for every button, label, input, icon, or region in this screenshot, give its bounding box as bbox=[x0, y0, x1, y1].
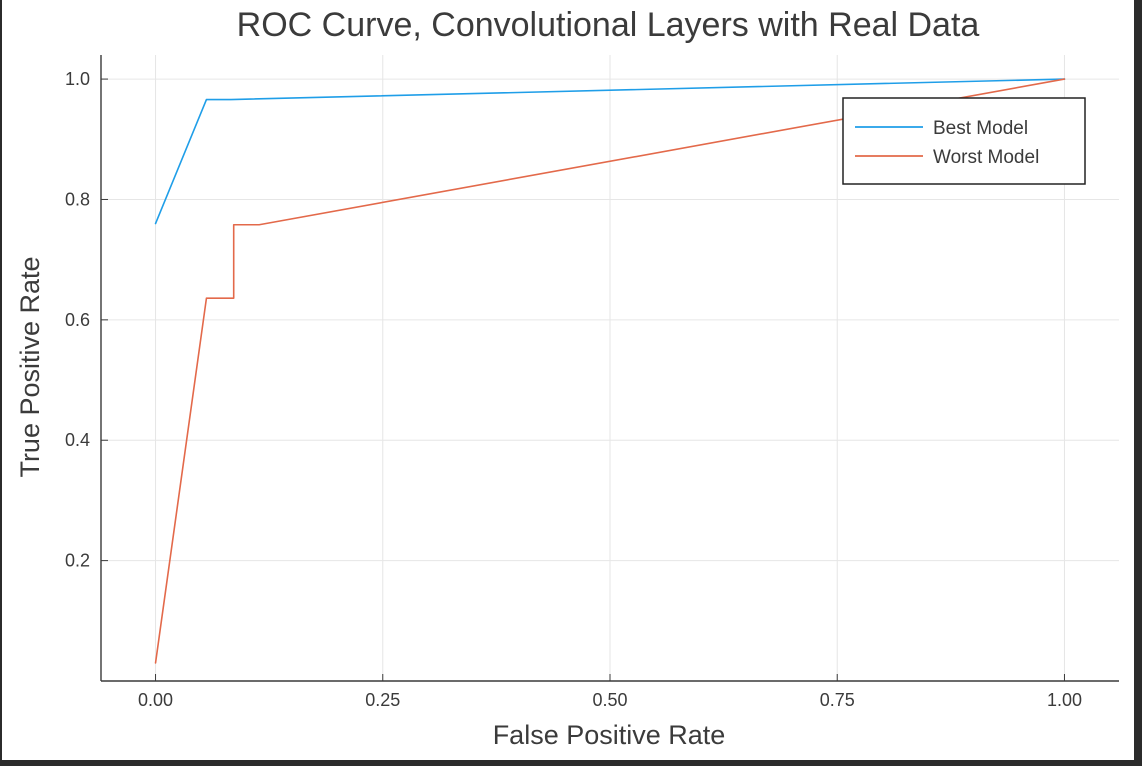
x-tick-label: 0.25 bbox=[365, 690, 400, 710]
y-tick-label: 0.6 bbox=[65, 310, 90, 330]
y-axis-label: True Positive Rate bbox=[15, 256, 45, 477]
x-axis-label: False Positive Rate bbox=[493, 720, 726, 750]
x-tick-label: 0.75 bbox=[820, 690, 855, 710]
y-tick-label: 0.4 bbox=[65, 430, 90, 450]
series-line-2 bbox=[154, 78, 1066, 664]
grid-layer bbox=[101, 55, 1119, 681]
legend-label-2: Worst Model bbox=[933, 147, 1039, 168]
series-line-1 bbox=[154, 78, 1066, 225]
x-tick-label: 0.00 bbox=[138, 690, 173, 710]
x-tick-label: 1.00 bbox=[1047, 690, 1082, 710]
series-layer bbox=[154, 78, 1066, 664]
legend-label-1: Best Model bbox=[933, 118, 1028, 139]
x-tick-label: 0.50 bbox=[592, 690, 627, 710]
legend-box bbox=[842, 97, 1086, 185]
chart-title: ROC Curve, Convolutional Layers with Rea… bbox=[237, 6, 980, 44]
legend: Best Model Worst Model bbox=[842, 97, 1086, 185]
axes-layer: 0.00 0.25 0.50 0.75 1.00 0.2 0.4 0.6 0.8 1.0 bbox=[65, 55, 1119, 710]
y-tick-label: 0.8 bbox=[65, 189, 90, 209]
y-tick-label: 1.0 bbox=[65, 69, 90, 89]
y-tick-label: 0.2 bbox=[65, 551, 90, 571]
